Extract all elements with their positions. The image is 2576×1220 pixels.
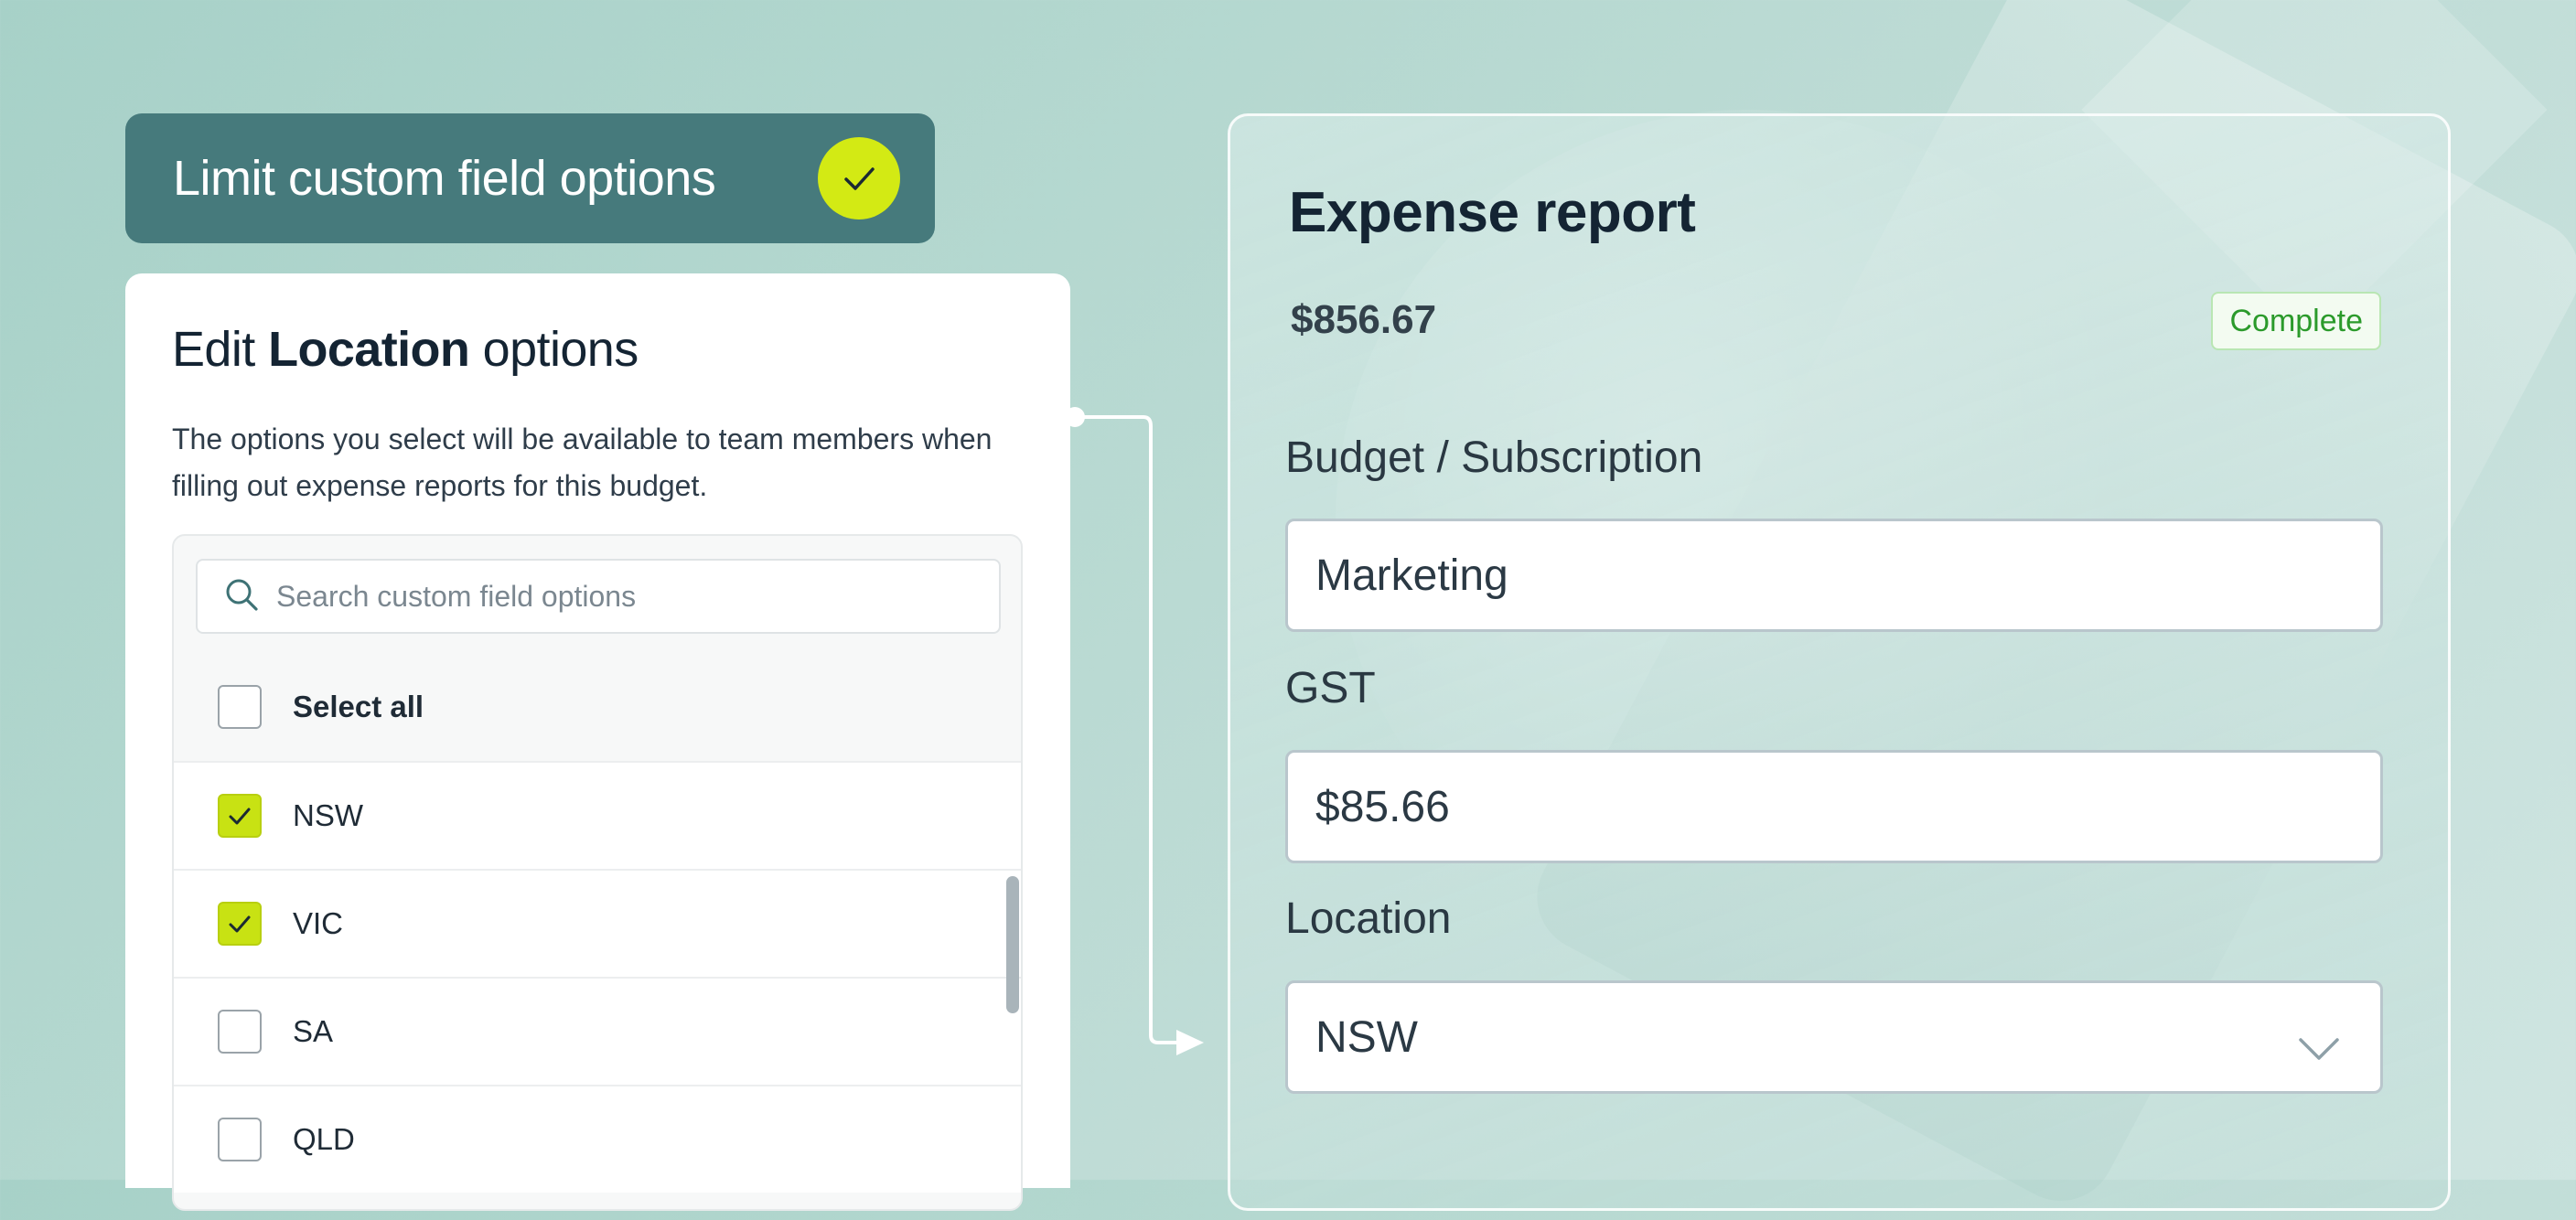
gst-field-label: GST [1285, 664, 1376, 712]
search-input[interactable]: Search custom field options [196, 559, 1001, 634]
feature-title: Limit custom field options [173, 151, 716, 206]
list-item[interactable]: QLD [174, 1085, 1021, 1193]
edit-options-panel: Edit Location options The options you se… [125, 273, 1070, 1211]
panel-description: The options you select will be available… [172, 423, 993, 502]
gst-field[interactable]: $85.66 [1285, 750, 2383, 863]
select-all-checkbox[interactable] [218, 685, 262, 729]
check-icon [229, 915, 251, 933]
search-icon [223, 576, 260, 617]
list-item[interactable]: VIC [174, 869, 1021, 977]
option-label: SA [293, 1014, 334, 1048]
list-item[interactable]: SA [174, 977, 1021, 1085]
location-select[interactable]: NSW [1285, 980, 2383, 1094]
list-scrollbar[interactable] [1006, 876, 1019, 1013]
report-amount: $856.67 [1291, 297, 1437, 342]
search-placeholder: Search custom field options [276, 579, 637, 613]
budget-field-label: Budget / Subscription [1285, 433, 1703, 482]
report-title: Expense report [1289, 181, 1696, 244]
check-icon [229, 808, 251, 825]
panel-title: Edit Location options [172, 322, 639, 377]
option-checkbox[interactable] [218, 1010, 262, 1054]
option-label: NSW [293, 798, 363, 832]
option-checkbox[interactable] [218, 794, 262, 838]
options-list: Search custom field options Select all N… [172, 534, 1023, 1211]
location-field-label: Location [1285, 894, 1452, 943]
option-checkbox[interactable] [218, 902, 262, 946]
option-checkbox[interactable] [218, 1118, 262, 1161]
expense-report-card: Expense report $856.67 Complete Budget /… [1228, 113, 2451, 1211]
check-icon [818, 137, 900, 219]
feature-header: Limit custom field options [125, 113, 935, 243]
chevron-down-icon [2298, 1023, 2340, 1074]
status-badge: Complete [2211, 292, 2381, 350]
option-label: VIC [293, 906, 344, 940]
select-all-row[interactable]: Select all [174, 653, 1021, 761]
list-item[interactable]: NSW [174, 761, 1021, 869]
arrow-right-icon [1065, 407, 1204, 1055]
budget-field[interactable]: Marketing [1285, 519, 2383, 632]
select-all-label: Select all [293, 690, 424, 723]
location-select-value: NSW [1315, 1012, 1418, 1062]
option-label: QLD [293, 1122, 355, 1156]
